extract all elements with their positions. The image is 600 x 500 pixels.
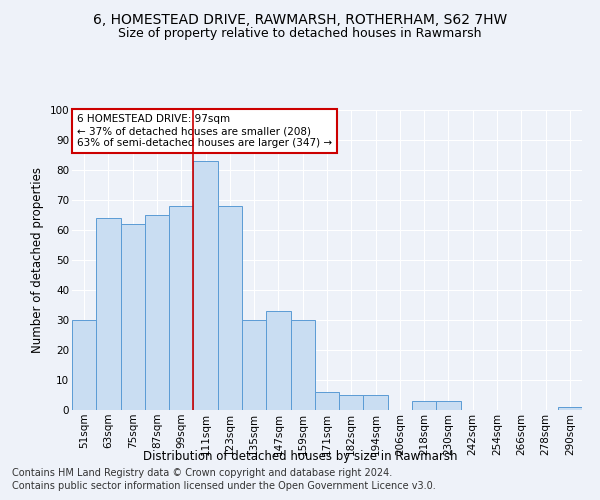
Bar <box>558 407 582 410</box>
Text: Contains HM Land Registry data © Crown copyright and database right 2024.: Contains HM Land Registry data © Crown c… <box>12 468 392 477</box>
Bar <box>218 206 242 410</box>
Bar <box>145 215 169 410</box>
Bar <box>266 311 290 410</box>
Bar <box>436 401 461 410</box>
Bar <box>193 161 218 410</box>
Text: 6, HOMESTEAD DRIVE, RAWMARSH, ROTHERHAM, S62 7HW: 6, HOMESTEAD DRIVE, RAWMARSH, ROTHERHAM,… <box>93 12 507 26</box>
Bar <box>315 392 339 410</box>
Bar <box>339 395 364 410</box>
Y-axis label: Number of detached properties: Number of detached properties <box>31 167 44 353</box>
Bar <box>96 218 121 410</box>
Text: Distribution of detached houses by size in Rawmarsh: Distribution of detached houses by size … <box>143 450 457 463</box>
Bar <box>242 320 266 410</box>
Bar <box>72 320 96 410</box>
Text: Size of property relative to detached houses in Rawmarsh: Size of property relative to detached ho… <box>118 28 482 40</box>
Bar <box>169 206 193 410</box>
Text: 6 HOMESTEAD DRIVE: 97sqm
← 37% of detached houses are smaller (208)
63% of semi-: 6 HOMESTEAD DRIVE: 97sqm ← 37% of detach… <box>77 114 332 148</box>
Bar <box>364 395 388 410</box>
Text: Contains public sector information licensed under the Open Government Licence v3: Contains public sector information licen… <box>12 481 436 491</box>
Bar <box>121 224 145 410</box>
Bar <box>290 320 315 410</box>
Bar <box>412 401 436 410</box>
